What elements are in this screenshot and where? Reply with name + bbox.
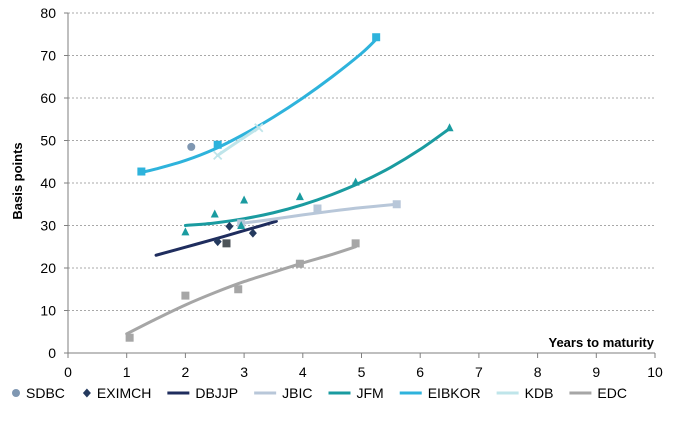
data-point-jfm [181,227,190,236]
marker-layer [125,33,454,342]
y-tick-label: 20 [40,260,56,276]
x-tick-label: 7 [475,364,483,380]
x-tick-label: 4 [299,364,307,380]
legend-marker-sdbc [12,389,20,397]
data-point-eibkor [213,140,222,149]
legend-label-eibkor: EIBKOR [428,385,481,401]
x-tick-label: 6 [416,364,424,380]
legend-item-kdb: KDB [496,385,554,401]
data-point-jfm [351,177,360,186]
data-point-jfm [240,195,249,204]
x-tick-label: 1 [123,364,131,380]
y-tick-label: 0 [48,345,56,361]
data-point-edc [125,333,134,342]
y-tick-label: 50 [40,133,56,149]
axis-layer: 0 10 20 30 40 50 60 70 80 0 1 2 3 4 5 6 7 8 9 10 [40,5,663,380]
legend-label-jbic: JBIC [282,385,312,401]
data-point-sdbc [187,142,196,151]
legend-label-dbjjp: DBJJP [195,385,238,401]
y-tick-label: 40 [40,175,56,191]
legend-item-jbic: JBIC [254,385,313,401]
data-point-eibkor [137,167,146,176]
legend-label-eximch: EXIMCH [97,385,151,401]
trendline-eibkor [139,37,378,174]
trend-layer [125,37,452,336]
data-point-edc [234,285,243,294]
data-point-dbjjp [222,239,231,248]
legend-label-kdb: KDB [525,385,554,401]
cross-stroke [213,150,223,161]
trendline-jbic [239,202,399,225]
data-point-jfm [445,123,454,132]
data-point-kdb [254,123,264,133]
y-axis-label: Basis points [10,142,25,219]
x-axis-label: Years to maturity [549,335,655,350]
data-point-edc [295,259,304,268]
data-point-jbic [392,200,401,209]
data-point-eximch [213,237,222,247]
x-tick-label: 2 [182,364,190,380]
data-point-eximch [225,221,234,231]
y-tick-label: 10 [40,303,56,319]
x-tick-label: 5 [358,364,366,380]
y-tick-label: 80 [40,5,56,21]
legend: SDBC EXIMCH DBJJP JBIC JFM EIBKOR KDB EDC [12,385,627,401]
y-tick-label: 30 [40,218,56,234]
data-point-jfm [210,209,219,218]
legend-label-jfm: JFM [357,385,384,401]
legend-item-jfm: JFM [328,385,384,401]
data-point-jbic [313,204,322,213]
data-point-jfm [237,221,246,229]
legend-label-edc: EDC [597,385,627,401]
legend-item-sdbc: SDBC [12,385,65,401]
data-point-eibkor [372,33,381,42]
trendline-kdb [216,126,261,157]
x-tick-label: 10 [647,364,663,380]
trendline-dbjjp [154,219,278,257]
x-tick-label: 9 [592,364,600,380]
legend-marker-eximch [82,388,91,398]
legend-item-dbjjp: DBJJP [167,385,238,401]
data-point-edc [181,291,190,300]
grid-layer [68,12,655,311]
data-point-edc [351,239,360,248]
legend-item-edc: EDC [569,385,627,401]
y-tick-label: 70 [40,48,56,64]
y-tick-label: 60 [40,90,56,106]
data-point-eximch [248,228,257,238]
x-tick-label: 8 [534,364,542,380]
data-point-kdb [213,150,223,161]
legend-item-eibkor: EIBKOR [399,385,481,401]
legend-item-eximch: EXIMCH [82,385,151,401]
x-tick-label: 3 [240,364,248,380]
trendline-edc [125,245,358,336]
x-tick-label: 0 [64,364,72,380]
data-point-jfm [295,192,304,201]
trendline-jfm [183,127,452,227]
cross-stroke [254,123,264,133]
legend-label-sdbc: SDBC [26,385,65,401]
